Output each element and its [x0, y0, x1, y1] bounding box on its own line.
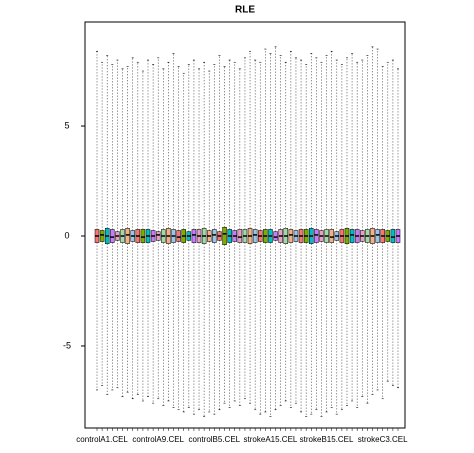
- x-tick-label: strokeC3.CEL: [358, 435, 408, 444]
- box: [99, 230, 105, 242]
- y-tick-label: 0: [64, 230, 69, 240]
- box: [252, 229, 258, 243]
- box: [375, 229, 380, 243]
- box: [125, 228, 130, 244]
- x-tick-label: controlB5.CEL: [189, 435, 241, 444]
- x-tick-label: controlA1.CEL: [76, 435, 128, 444]
- box: [237, 229, 243, 243]
- box: [110, 229, 115, 243]
- box: [329, 229, 334, 243]
- box: [155, 231, 161, 241]
- box: [314, 229, 319, 243]
- y-tick-label: 5: [64, 120, 69, 130]
- box: [191, 229, 197, 243]
- x-tick-label: controlA9.CEL: [132, 435, 184, 444]
- box: [176, 230, 181, 242]
- y-tick-label: -5: [63, 340, 71, 350]
- box: [390, 229, 396, 243]
- x-tick-label: strokeB15.CEL: [300, 435, 354, 444]
- x-tick-label: strokeA15.CEL: [244, 435, 298, 444]
- box: [349, 229, 355, 243]
- box: [140, 229, 146, 243]
- chart-title: RLE: [235, 5, 255, 16]
- box: [273, 231, 278, 241]
- box: [288, 229, 294, 243]
- box: [222, 226, 227, 246]
- box: [212, 229, 217, 243]
